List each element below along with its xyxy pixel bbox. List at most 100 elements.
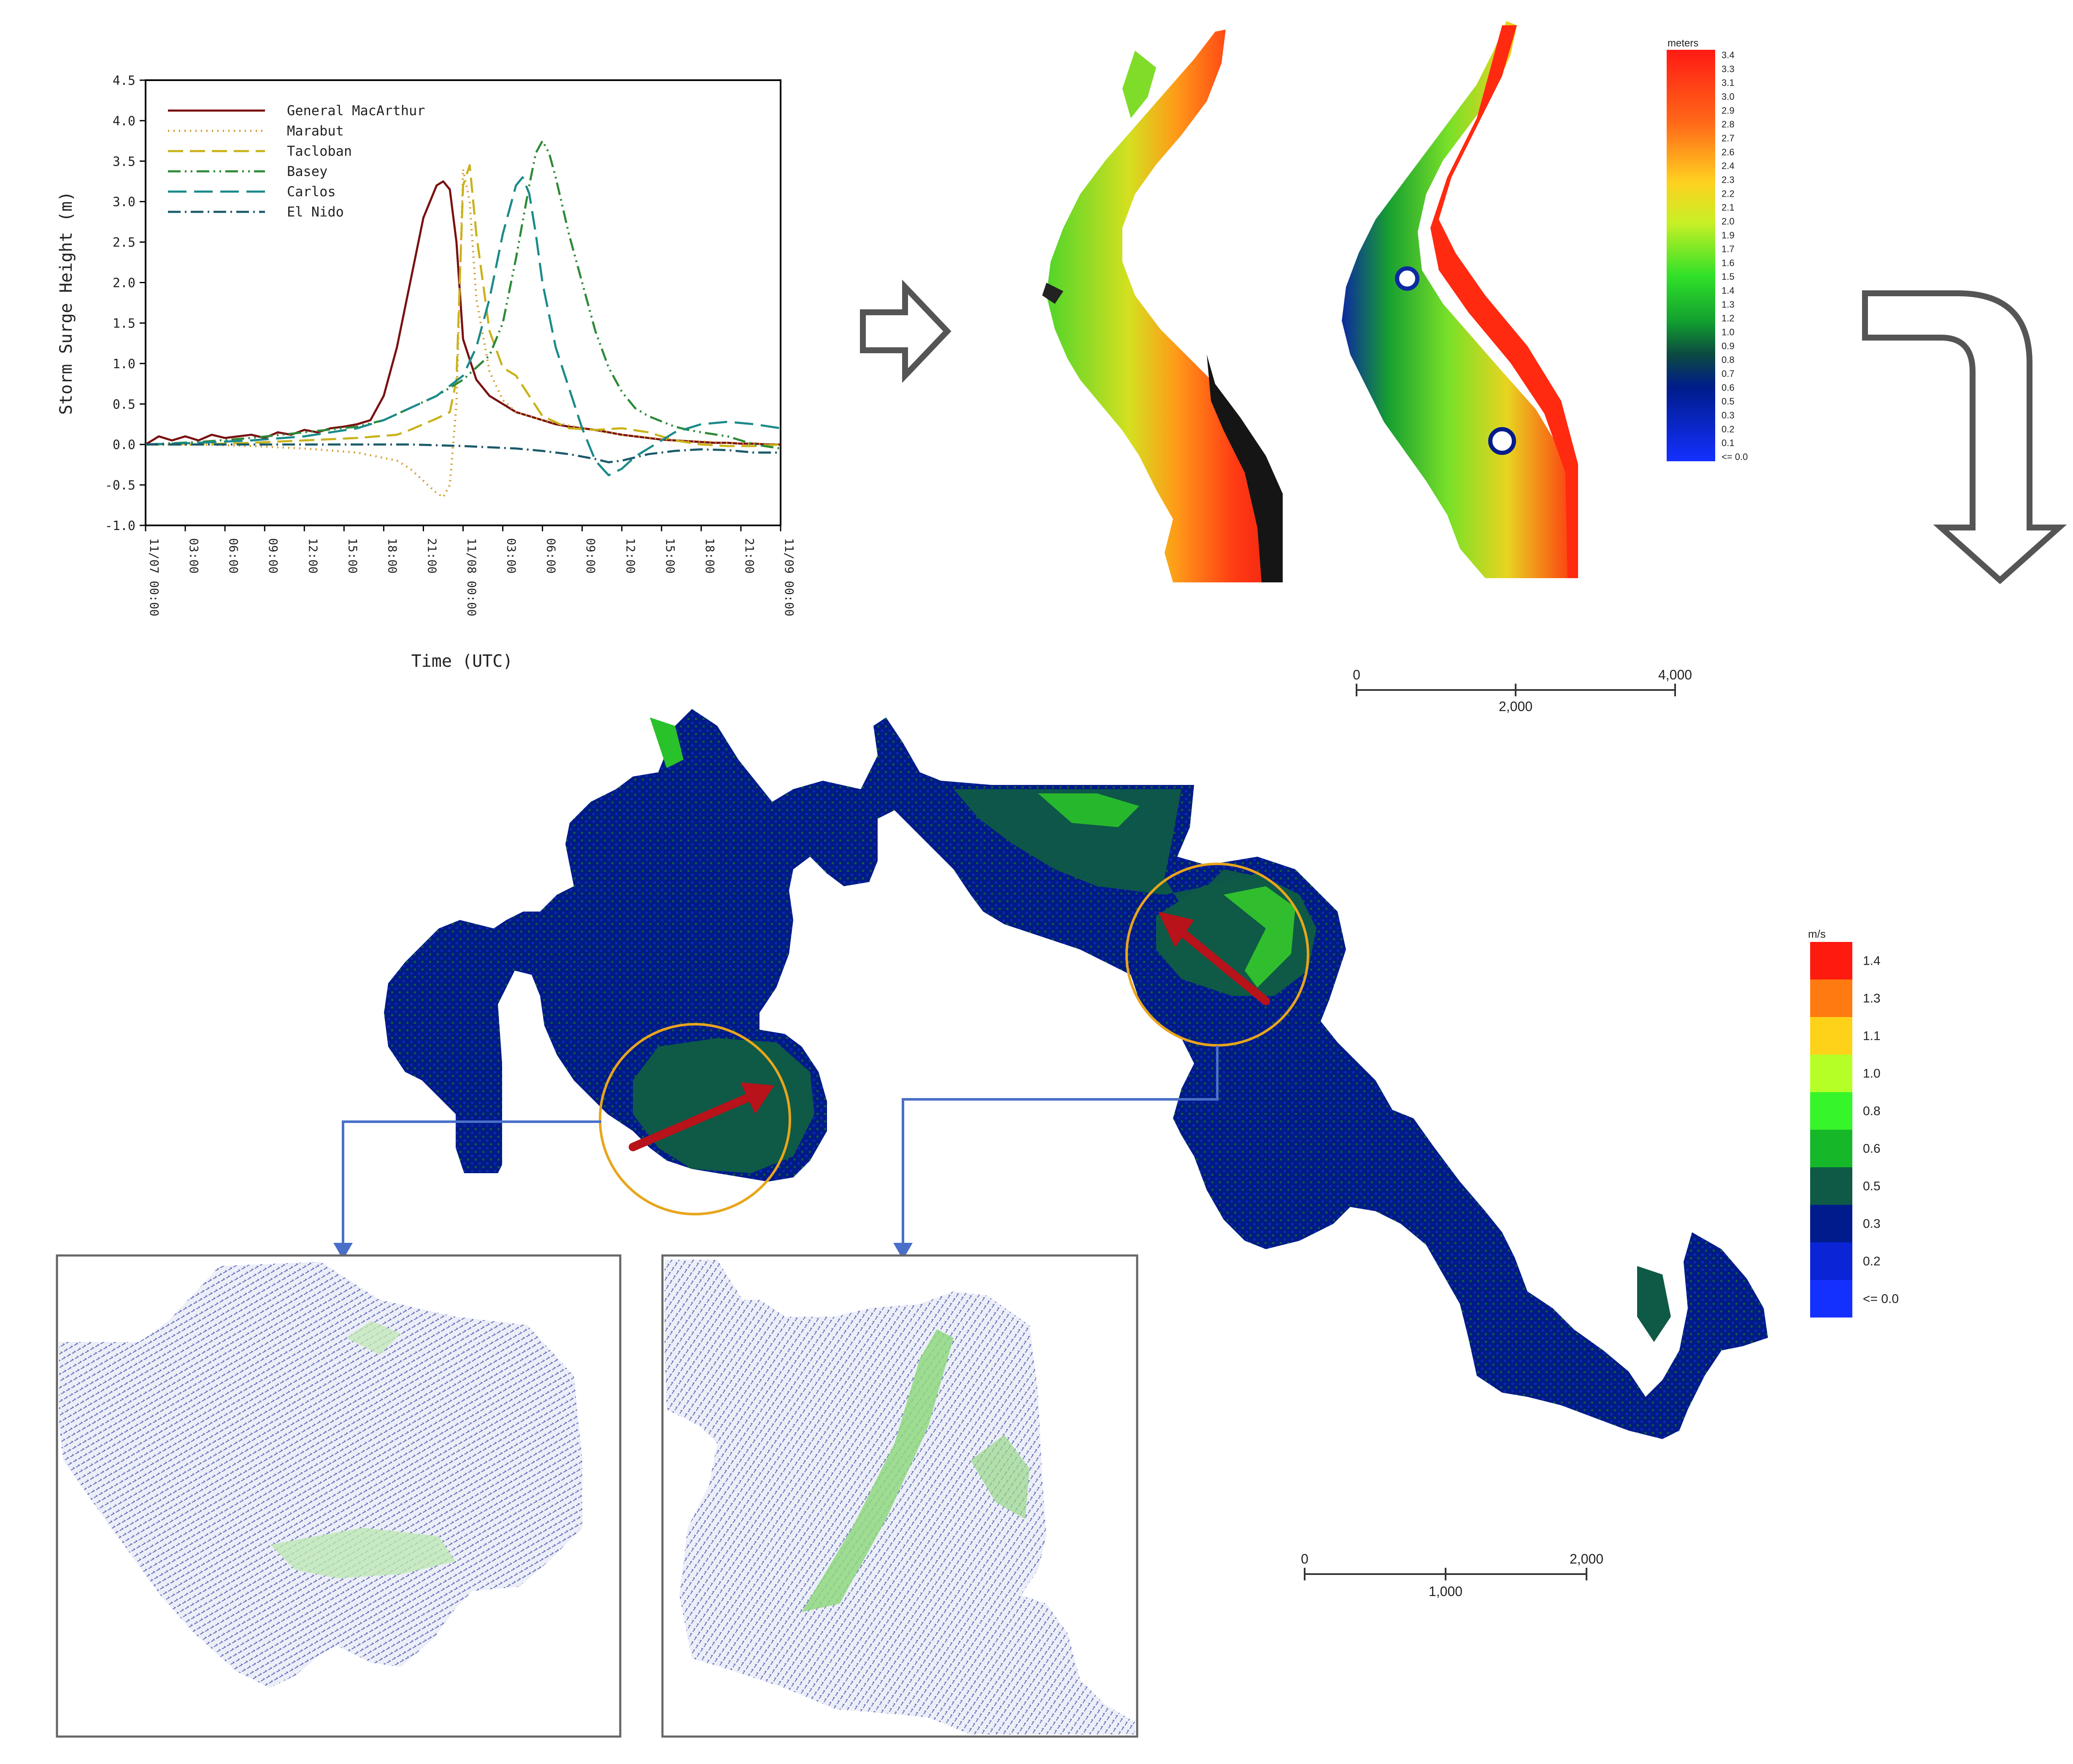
surge-scale-bar: 0 2,000 4,000 (1353, 667, 1692, 714)
velocity-scale-label-1000: 1,000 (1429, 1584, 1462, 1599)
surge-legend-label: 0.9 (1722, 341, 1735, 351)
legend-label: Tacloban (287, 143, 352, 159)
surge-legend-label: 1.5 (1722, 271, 1735, 282)
y-tick-label: 2.5 (113, 235, 135, 250)
surge-legend-label: 0.7 (1722, 368, 1735, 379)
surge-legend-label: 2.6 (1722, 147, 1735, 157)
legend-label: Marabut (287, 123, 344, 139)
velocity-legend-swatch (1810, 1130, 1852, 1167)
velocity-legend-label: <= 0.0 (1863, 1292, 1899, 1306)
surge-legend-label: 1.2 (1722, 313, 1735, 324)
velocity-legend: m/s 1.4 1.3 1.1 1.0 0.8 0.6 0.5 0.3 0.2 <= 0.0 (1808, 928, 1899, 1318)
y-tick-label: 0.5 (113, 397, 135, 412)
surge-legend-label: 2.0 (1722, 216, 1735, 227)
x-tick-label: 06:00 (227, 538, 241, 574)
velocity-legend-swatches: 1.4 1.3 1.1 1.0 0.8 0.6 0.5 0.3 0.2 <= 0.0 (1810, 942, 1899, 1318)
x-tick-label: 09:00 (266, 538, 280, 574)
velocity-legend-label: 1.3 (1863, 992, 1881, 1006)
velocity-legend-swatch (1810, 1242, 1852, 1280)
chart-legend: General MacArthur Marabut Tacloban Basey Car… (168, 103, 425, 220)
series-line-el-nido (146, 443, 781, 463)
surge-legend-label: 1.6 (1722, 257, 1735, 268)
connector-right (893, 1046, 1219, 1260)
series-line-carlos (145, 176, 781, 476)
vector-zoom-panel-right (661, 1254, 1138, 1738)
y-tick-label: 4.5 (113, 73, 135, 88)
y-tick-label: 3.5 (113, 154, 135, 169)
surge-legend-labels: 3.4 3.3 3.1 3.0 2.9 2.8 2.7 2.6 2.4 2.3 2.2 2.1 2.0 1… (1722, 50, 1748, 462)
surge-legend-label: 0.3 (1722, 410, 1735, 421)
surge-legend-label: 3.1 (1722, 78, 1735, 88)
velocity-legend-swatch (1810, 1055, 1852, 1092)
velocity-legend-label: 1.1 (1863, 1029, 1881, 1043)
velocity-legend-label: 0.5 (1863, 1180, 1881, 1193)
surge-legend-title: meters (1668, 38, 1698, 49)
velocity-legend-label: 0.6 (1863, 1142, 1881, 1156)
velocity-scale-label-2000: 2,000 (1570, 1551, 1603, 1566)
surge-legend-label: 2.4 (1722, 161, 1735, 171)
x-tick-label: 11/08 00:00 (465, 538, 479, 616)
red-direction-arrow-left (629, 1082, 774, 1151)
velocity-legend-label: 0.8 (1863, 1104, 1881, 1118)
surge-legend-label: 2.9 (1722, 105, 1735, 116)
series-line-general-macarthur (145, 180, 781, 446)
x-tick-label: 21:00 (425, 538, 439, 574)
x-axis-ticks: 11/07 00:00 03:00 06:00 09:00 12:00 15:00 18:0… (145, 525, 796, 616)
x-tick-label: 03:00 (187, 538, 201, 574)
velocity-legend-label: 1.4 (1863, 954, 1881, 968)
velocity-legend-label: 0.3 (1863, 1217, 1881, 1231)
velocity-legend-swatch (1810, 1167, 1852, 1205)
y-tick-label: 0.0 (113, 438, 135, 452)
series-line-tacloban (146, 164, 781, 447)
velocity-legend-label: 1.0 (1863, 1067, 1881, 1081)
surge-legend-label: 2.3 (1722, 174, 1735, 185)
y-tick-label: 3.0 (113, 195, 135, 210)
y-tick-label: -1.0 (105, 519, 135, 533)
x-tick-label: 15:00 (346, 538, 359, 574)
y-tick-label: 4.0 (113, 114, 135, 129)
arrow-turn-down-icon (1862, 290, 2067, 584)
y-tick-label: 1.0 (113, 357, 135, 371)
y-axis-ticks: 4.5 4.0 3.5 3.0 2.5 2.0 1.5 1.0 0.5 0.0 -0.5 -1.0 (105, 73, 146, 533)
x-tick-label: 09:00 (584, 538, 598, 574)
y-axis-label: Storm Surge Height (m) (57, 191, 76, 415)
surge-legend-label: 1.0 (1722, 327, 1735, 338)
y-tick-label: -0.5 (105, 478, 135, 493)
connector-left (333, 1120, 601, 1260)
surge-legend: meters 3.4 3.3 3.1 3.0 2.9 2.8 2.7 2.6 2.4 2.3 2.2… (1667, 38, 1748, 462)
surge-map-right (1342, 21, 1578, 578)
surge-legend-label: 2.1 (1722, 202, 1735, 213)
series-line-marabut (146, 168, 781, 498)
x-tick-label: 11/07 00:00 (147, 538, 161, 616)
surge-legend-label: 0.5 (1722, 396, 1735, 407)
highlight-circle-right (1125, 863, 1309, 1047)
velocity-legend-swatch (1810, 942, 1852, 979)
x-tick-label: 12:00 (624, 538, 638, 574)
surge-legend-label: 2.8 (1722, 119, 1735, 130)
vector-zoom-panel-left (56, 1254, 622, 1738)
y-tick-label: 1.5 (113, 316, 135, 331)
surge-legend-label: 2.7 (1722, 133, 1735, 143)
chart-series-group (145, 140, 781, 498)
legend-label: Carlos (287, 184, 336, 200)
surge-legend-label: 1.4 (1722, 285, 1735, 296)
highlight-circle-left (599, 1023, 791, 1215)
surge-legend-label: 0.2 (1722, 424, 1735, 434)
velocity-legend-label: 0.2 (1863, 1255, 1881, 1269)
chart-plot-frame (145, 79, 781, 526)
velocity-legend-title: m/s (1808, 928, 1826, 940)
surge-scale-label-1: 2,000 (1499, 699, 1532, 714)
surge-legend-label: 3.3 (1722, 64, 1735, 74)
velocity-legend-swatch (1810, 1205, 1852, 1242)
velocity-legend-swatch (1810, 1280, 1852, 1318)
x-tick-label: 18:00 (385, 538, 399, 574)
x-tick-label: 15:00 (663, 538, 677, 574)
surge-legend-label: 0.6 (1722, 382, 1735, 393)
x-tick-label: 03:00 (505, 538, 519, 574)
surge-line-chart: 4.5 4.0 3.5 3.0 2.5 2.0 1.5 1.0 0.5 0.0 -0.5 -1.0 1… (57, 73, 796, 671)
x-tick-label: 06:00 (544, 538, 558, 574)
surge-legend-label: 1.9 (1722, 230, 1735, 241)
surge-legend-label: 3.0 (1722, 91, 1735, 102)
legend-label: General MacArthur (287, 103, 425, 119)
